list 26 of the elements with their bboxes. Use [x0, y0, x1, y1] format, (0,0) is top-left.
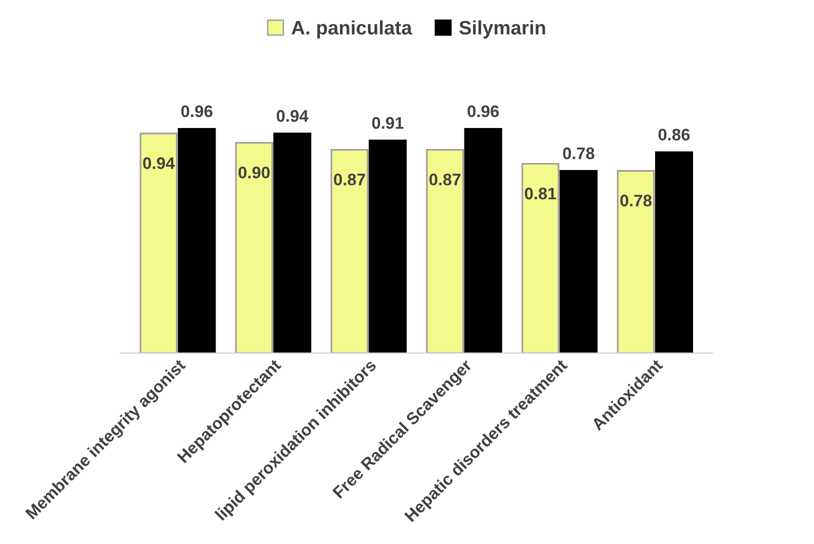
data-label: 0.86 [658, 128, 690, 141]
bar [521, 163, 560, 354]
data-label: 0.94 [276, 110, 308, 122]
bar [368, 140, 407, 354]
bar [426, 149, 464, 354]
data-label: 0.87 [429, 174, 460, 186]
legend-label: Silymarin [459, 20, 546, 38]
legend-label: A. paniculata [292, 20, 412, 38]
data-label: 0.94 [143, 157, 175, 170]
data-label: 0.87 [334, 174, 366, 186]
bar [178, 128, 216, 354]
bar [330, 149, 369, 354]
data-label: 0.78 [563, 147, 594, 160]
data-label: 0.96 [468, 105, 499, 118]
data-label: 0.81 [524, 188, 556, 200]
bar [235, 142, 274, 354]
data-label: 0.96 [181, 105, 212, 118]
bar [655, 151, 694, 354]
bar [560, 170, 598, 354]
bar [273, 132, 312, 354]
bar [464, 128, 502, 354]
bar [616, 170, 655, 354]
bar [140, 132, 178, 354]
data-label: 0.78 [620, 194, 652, 206]
data-label: 0.91 [372, 117, 404, 129]
data-label: 0.90 [238, 166, 270, 178]
